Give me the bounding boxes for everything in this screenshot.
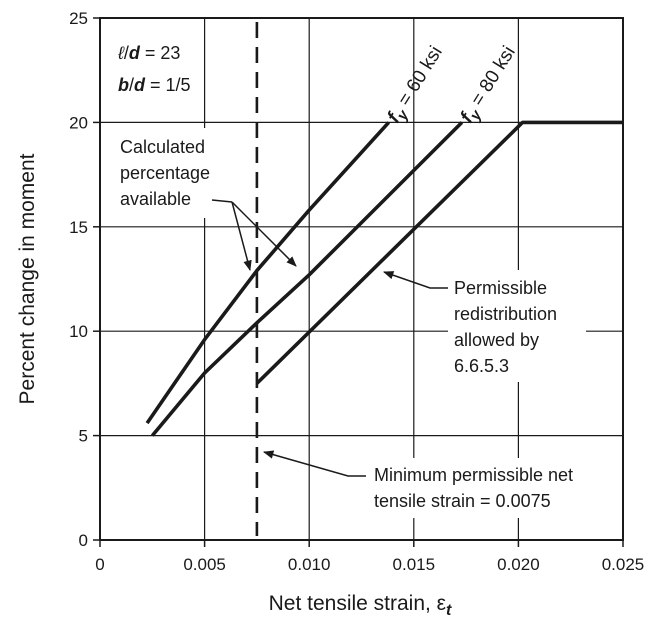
y-tick-label: 5: [79, 427, 88, 446]
x-tick-label: 0.025: [602, 555, 645, 574]
x-tick-label: 0.005: [183, 555, 226, 574]
x-axis-title-text: Net tensile strain, ε: [269, 592, 446, 615]
annotation-calculated-line-1: Calculated: [120, 137, 205, 157]
x-tick-label: 0.020: [497, 555, 540, 574]
series-label-fy80: fy = 80 ksi: [456, 43, 523, 129]
annotation-permissible-line-4: 6.6.5.3: [454, 356, 509, 376]
annotation-minimum-strain: Minimum permissible net tensile strain =…: [262, 450, 596, 518]
y-tick-label: 10: [69, 322, 88, 341]
annotation-minimum-strain-line-2: tensile strain = 0.0075: [374, 491, 551, 511]
x-axis-title-subscript: t: [446, 602, 452, 619]
series-line-permissible: [255, 120, 623, 385]
y-tick-label: 25: [69, 9, 88, 28]
x-tick-label: 0.015: [393, 555, 436, 574]
x-tick-label: 0: [95, 555, 104, 574]
series-label-fy60: fy = 60 ksi: [383, 43, 450, 129]
annotation-minimum-strain-bg: [366, 458, 596, 518]
annotation-minimum-strain-arrow: [262, 450, 366, 477]
annotation-permissible-bg: [448, 270, 586, 382]
annotation-permissible: Permissible redistribution allowed by 6.…: [383, 270, 586, 382]
x-axis-title: Net tensile strain, εt: [269, 592, 452, 619]
series-line-fy60: [145, 121, 391, 425]
y-axis-title: Percent change in moment: [16, 153, 39, 404]
annotation-minimum-strain-line-1: Minimum permissible net: [374, 465, 573, 485]
y-tick-label: 20: [69, 113, 88, 132]
annotation-calculated-line-3: available: [120, 189, 191, 209]
annotation-calculated-bg: [114, 128, 220, 218]
param-width-depth: b/d = 1/5: [118, 75, 191, 95]
parameters: ℓ/d = 23 b/d = 1/5: [117, 43, 191, 95]
annotation-calculated-arrow-1: [231, 201, 252, 272]
param-span-depth: ℓ/d = 23: [117, 43, 180, 63]
plot-frame: [99, 17, 624, 541]
annotation-permissible-line-3: allowed by: [454, 330, 539, 350]
grid: [100, 18, 623, 540]
y-tick-label: 15: [69, 218, 88, 237]
annotation-calculated-arrow-2: [231, 201, 297, 267]
annotation-calculated-line-2: percentage: [120, 163, 210, 183]
annotation-permissible-line-1: Permissible: [454, 278, 547, 298]
annotation-permissible-arrow: [383, 271, 448, 289]
ticks: 0 0.005 0.010 0.015 0.020 0.025 0 5 10 15 20 25: [69, 9, 644, 574]
x-tick-label: 0.010: [288, 555, 331, 574]
annotation-calculated: Calculated percentage available: [114, 128, 297, 272]
annotation-calculated-leader: [211, 199, 233, 203]
y-tick-label: 0: [79, 531, 88, 550]
annotation-permissible-line-2: redistribution: [454, 304, 557, 324]
